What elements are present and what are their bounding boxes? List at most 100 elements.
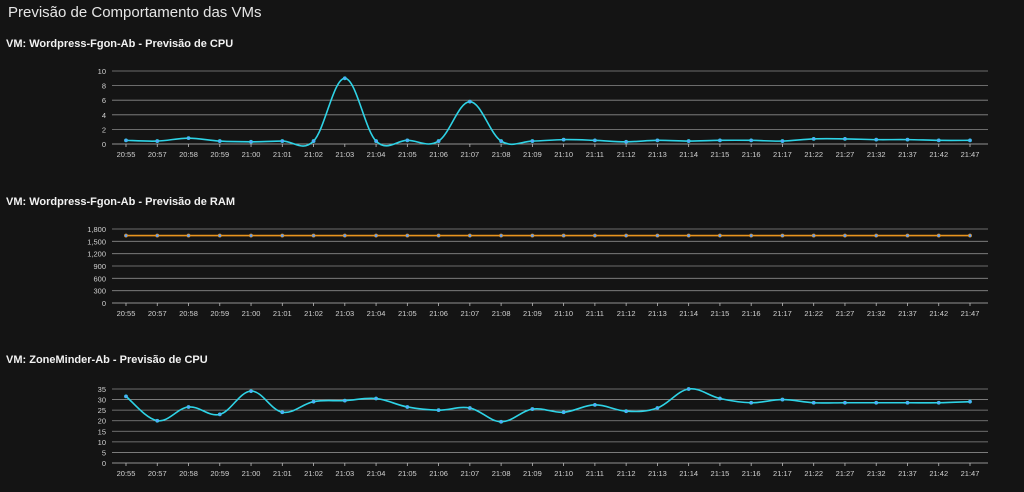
- data-point[interactable]: [874, 233, 879, 238]
- data-point[interactable]: [124, 138, 128, 143]
- data-point[interactable]: [749, 233, 754, 238]
- data-point[interactable]: [499, 139, 504, 143]
- data-point[interactable]: [968, 399, 972, 404]
- data-point[interactable]: [155, 418, 160, 423]
- data-point[interactable]: [811, 136, 816, 141]
- data-point[interactable]: [780, 233, 785, 238]
- data-point[interactable]: [186, 233, 191, 238]
- data-point[interactable]: [217, 139, 222, 143]
- data-point[interactable]: [249, 139, 253, 144]
- data-point[interactable]: [936, 138, 941, 143]
- data-point[interactable]: [655, 406, 660, 410]
- x-tick-label: 21:04: [367, 150, 386, 159]
- data-point[interactable]: [874, 137, 879, 142]
- data-point[interactable]: [624, 233, 629, 238]
- data-point[interactable]: [155, 139, 160, 143]
- data-point[interactable]: [811, 400, 816, 405]
- data-point[interactable]: [624, 409, 629, 414]
- data-point[interactable]: [311, 399, 316, 404]
- data-point[interactable]: [968, 138, 972, 143]
- data-point[interactable]: [249, 389, 253, 394]
- data-point[interactable]: [874, 400, 879, 405]
- data-point[interactable]: [374, 139, 378, 143]
- data-point[interactable]: [843, 233, 847, 238]
- x-tick-label: 21:32: [867, 309, 886, 318]
- data-point[interactable]: [249, 233, 253, 238]
- x-tick-label: 21:15: [711, 469, 730, 478]
- data-point[interactable]: [718, 396, 722, 401]
- data-point[interactable]: [624, 139, 629, 144]
- data-point[interactable]: [436, 233, 441, 238]
- data-point[interactable]: [342, 76, 347, 81]
- data-point[interactable]: [280, 410, 285, 415]
- data-point[interactable]: [186, 136, 191, 141]
- data-point[interactable]: [436, 408, 441, 413]
- x-tick-label: 21:01: [273, 150, 292, 159]
- data-point[interactable]: [155, 233, 160, 238]
- data-point[interactable]: [561, 410, 566, 415]
- data-point[interactable]: [718, 138, 722, 143]
- data-point[interactable]: [530, 407, 535, 411]
- data-point[interactable]: [499, 419, 504, 424]
- x-tick-label: 21:14: [679, 309, 698, 318]
- data-point[interactable]: [718, 233, 722, 238]
- data-point[interactable]: [311, 233, 316, 238]
- data-point[interactable]: [968, 233, 972, 238]
- data-point[interactable]: [780, 139, 785, 143]
- data-point[interactable]: [811, 233, 816, 238]
- data-point[interactable]: [843, 400, 847, 405]
- series-line: [125, 388, 971, 423]
- data-point[interactable]: [905, 233, 910, 238]
- data-point[interactable]: [843, 136, 847, 141]
- data-point[interactable]: [374, 396, 378, 401]
- data-point[interactable]: [374, 233, 378, 238]
- data-point[interactable]: [686, 233, 691, 238]
- data-point[interactable]: [436, 139, 441, 143]
- data-point[interactable]: [749, 138, 754, 143]
- data-point[interactable]: [405, 405, 410, 409]
- data-point[interactable]: [686, 387, 691, 391]
- data-point[interactable]: [217, 233, 222, 238]
- data-point[interactable]: [405, 233, 410, 238]
- chart-wordpress-cpu[interactable]: 0 2 4 6 8 10 20:55 20:57 20:58 20:59 21:00 21:01 21:…: [0, 60, 1024, 230]
- data-point[interactable]: [124, 233, 128, 238]
- x-tick-label: 21:06: [429, 309, 448, 318]
- data-point[interactable]: [592, 138, 597, 143]
- data-point[interactable]: [936, 233, 941, 238]
- data-point[interactable]: [342, 233, 347, 238]
- data-point[interactable]: [780, 397, 785, 402]
- data-point[interactable]: [905, 400, 910, 405]
- data-point[interactable]: [342, 398, 347, 403]
- x-tick-label: 21:05: [398, 309, 417, 318]
- data-point[interactable]: [467, 233, 472, 238]
- data-point[interactable]: [592, 233, 597, 238]
- data-point[interactable]: [749, 400, 754, 405]
- x-tick-label: 21:09: [523, 150, 542, 159]
- data-point[interactable]: [467, 99, 472, 104]
- data-point[interactable]: [405, 138, 410, 143]
- x-tick-label: 21:42: [929, 469, 948, 478]
- data-point[interactable]: [561, 137, 566, 142]
- data-point[interactable]: [655, 233, 660, 238]
- data-point[interactable]: [280, 139, 285, 143]
- chart-wordpress-ram[interactable]: 0 300 600 900 1,200 1,500 1,800 20:55 20:57 20:58…: [0, 218, 1024, 388]
- data-point[interactable]: [655, 138, 660, 143]
- data-point[interactable]: [936, 400, 941, 405]
- data-point[interactable]: [217, 412, 222, 417]
- data-point[interactable]: [686, 139, 691, 143]
- data-point[interactable]: [530, 139, 535, 143]
- data-point[interactable]: [186, 405, 191, 409]
- data-point[interactable]: [124, 394, 128, 399]
- data-point[interactable]: [592, 402, 597, 407]
- data-point[interactable]: [499, 233, 504, 238]
- data-point[interactable]: [561, 233, 566, 238]
- data-point[interactable]: [905, 137, 910, 142]
- data-point[interactable]: [280, 233, 285, 238]
- data-point[interactable]: [311, 139, 316, 143]
- data-point[interactable]: [467, 406, 472, 410]
- y-tick-label: 1,500: [87, 237, 106, 246]
- x-tick-label: 21:47: [961, 150, 980, 159]
- data-point[interactable]: [530, 233, 535, 238]
- x-tick-label: 21:09: [523, 309, 542, 318]
